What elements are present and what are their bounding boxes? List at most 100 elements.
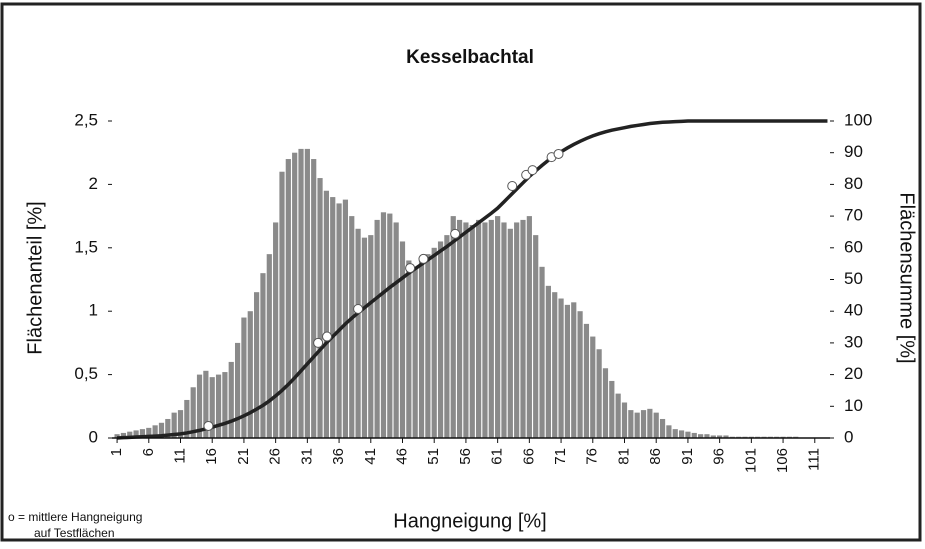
bar bbox=[704, 434, 710, 438]
bar bbox=[247, 311, 253, 438]
marker bbox=[203, 420, 214, 431]
x-tick-label: 6 bbox=[140, 448, 157, 456]
bar bbox=[717, 435, 723, 438]
y-tick-label: 0,5 bbox=[74, 364, 98, 383]
bar bbox=[621, 402, 628, 438]
y-tick-label: 0 bbox=[89, 427, 98, 446]
x-tick-label: 21 bbox=[235, 448, 252, 465]
y2-tick-label: 50 bbox=[844, 269, 863, 288]
y2-tick-label: 30 bbox=[844, 332, 863, 351]
bar bbox=[342, 199, 349, 438]
bar bbox=[450, 216, 456, 438]
bar bbox=[165, 418, 171, 438]
y2-tick-label: 40 bbox=[844, 301, 863, 320]
bar bbox=[152, 425, 158, 438]
bar bbox=[177, 410, 184, 438]
marker bbox=[507, 180, 518, 191]
bar bbox=[514, 222, 520, 438]
x-tick-label: 26 bbox=[267, 448, 284, 465]
bar bbox=[323, 190, 329, 438]
bar bbox=[634, 412, 640, 438]
bar bbox=[368, 235, 374, 438]
x-tick-label: 86 bbox=[647, 448, 664, 465]
bar bbox=[114, 434, 120, 438]
bar bbox=[273, 222, 279, 438]
bar bbox=[184, 399, 190, 438]
bar bbox=[488, 219, 494, 438]
bar bbox=[520, 219, 526, 438]
cumulative-line bbox=[116, 119, 828, 440]
x-tick-label: 71 bbox=[552, 448, 569, 465]
bar bbox=[418, 260, 425, 438]
y-tick-label: 2 bbox=[89, 174, 98, 193]
bar bbox=[558, 298, 564, 438]
bar bbox=[501, 222, 507, 438]
bar bbox=[317, 178, 323, 438]
bar bbox=[234, 342, 241, 438]
bar bbox=[691, 432, 697, 438]
bar bbox=[539, 266, 545, 438]
bar bbox=[387, 213, 393, 438]
marker bbox=[405, 263, 416, 274]
x-tick-label: 56 bbox=[457, 448, 474, 465]
bar bbox=[583, 323, 590, 438]
bar bbox=[228, 361, 234, 438]
bar bbox=[602, 368, 609, 438]
bar bbox=[279, 171, 285, 438]
x-tick-label: 46 bbox=[393, 448, 410, 465]
y2-tick-label: 0 bbox=[844, 427, 853, 446]
bar bbox=[196, 374, 203, 438]
x-tick-label: 96 bbox=[711, 448, 728, 465]
bar bbox=[171, 412, 177, 438]
bar bbox=[406, 260, 412, 438]
bar bbox=[190, 387, 196, 438]
bar bbox=[431, 247, 437, 438]
bar bbox=[215, 374, 222, 438]
bar bbox=[425, 254, 431, 438]
y2-tick-label: 90 bbox=[844, 142, 863, 161]
y2-axis-label: Flächensumme [%] bbox=[896, 192, 918, 363]
x-tick-label: 31 bbox=[298, 448, 315, 465]
bar bbox=[476, 219, 482, 438]
bar bbox=[577, 311, 583, 438]
bar bbox=[241, 317, 247, 438]
bar bbox=[336, 203, 342, 438]
x-tick-label: 101 bbox=[742, 448, 759, 473]
x-tick-label: 111 bbox=[806, 448, 823, 471]
bar bbox=[463, 222, 469, 438]
bar bbox=[590, 336, 596, 438]
bar bbox=[260, 273, 266, 438]
note: o = mittlere Hangneigung bbox=[8, 510, 142, 524]
bar bbox=[666, 425, 672, 438]
y-tick-label: 1 bbox=[89, 301, 98, 320]
bar bbox=[659, 418, 666, 438]
bar bbox=[355, 228, 361, 438]
bar bbox=[304, 148, 310, 438]
x-tick-label: 61 bbox=[489, 448, 506, 465]
bar bbox=[615, 393, 621, 438]
x-tick-label: 106 bbox=[774, 448, 791, 473]
bar bbox=[456, 219, 463, 438]
bar bbox=[412, 266, 418, 438]
bar bbox=[393, 222, 399, 438]
bar bbox=[653, 412, 659, 438]
bar bbox=[266, 254, 272, 438]
bar bbox=[127, 431, 133, 438]
bar bbox=[698, 434, 704, 438]
bar bbox=[609, 380, 615, 438]
bar bbox=[330, 197, 336, 438]
bar bbox=[672, 429, 678, 438]
chart-title: Kesselbachtal bbox=[406, 47, 534, 68]
y2-tick-label: 100 bbox=[844, 110, 872, 129]
bar bbox=[647, 408, 653, 438]
y2-tick-label: 70 bbox=[844, 206, 863, 225]
x-tick-label: 41 bbox=[362, 448, 379, 465]
y-axis-label: Flächenanteil [%] bbox=[24, 201, 46, 354]
bar bbox=[292, 152, 298, 438]
bar bbox=[571, 302, 577, 438]
bar bbox=[564, 304, 571, 438]
bar bbox=[507, 228, 513, 438]
marker bbox=[313, 337, 324, 348]
note: auf Testflächen bbox=[34, 526, 115, 540]
